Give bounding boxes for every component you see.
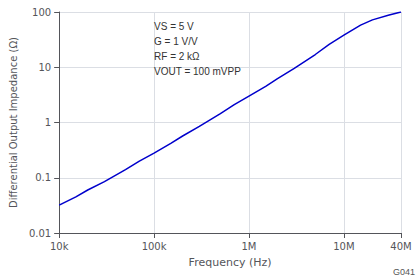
svg-text:Differential Output Impedance: Differential Output Impedance (Ω) — [8, 37, 19, 208]
svg-text:10M: 10M — [333, 241, 354, 252]
svg-text:VS = 5 V: VS = 5 V — [154, 21, 194, 32]
svg-text:100k: 100k — [142, 241, 167, 252]
svg-text:G041: G041 — [393, 267, 415, 277]
svg-text:VOUT = 100 mVPP: VOUT = 100 mVPP — [154, 66, 241, 77]
svg-text:G = 1 V/V: G = 1 V/V — [154, 36, 198, 47]
svg-text:40M: 40M — [390, 241, 411, 252]
svg-text:1M: 1M — [241, 241, 256, 252]
svg-text:RF = 2 kΩ: RF = 2 kΩ — [154, 51, 200, 62]
svg-text:10: 10 — [38, 62, 51, 73]
svg-text:Frequency (Hz): Frequency (Hz) — [189, 256, 272, 269]
svg-text:10k: 10k — [50, 241, 69, 252]
svg-text:100: 100 — [32, 7, 51, 18]
svg-text:0.1: 0.1 — [35, 172, 51, 183]
svg-text:1: 1 — [45, 117, 51, 128]
svg-text:0.01: 0.01 — [29, 228, 51, 239]
